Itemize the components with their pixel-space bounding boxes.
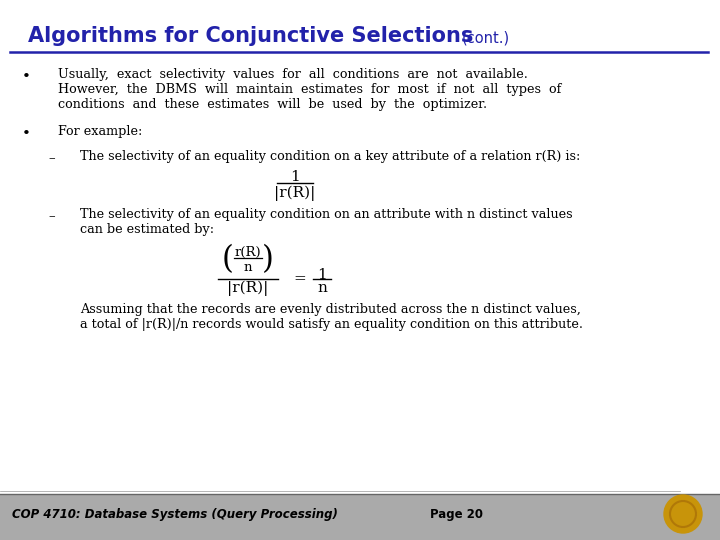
- Text: (cont.): (cont.): [462, 30, 510, 45]
- Text: Usually,  exact  selectivity  values  for  all  conditions  are  not  available.: Usually, exact selectivity values for al…: [58, 68, 528, 81]
- Circle shape: [664, 495, 702, 533]
- Text: However,  the  DBMS  will  maintain  estimates  for  most  if  not  all  types  : However, the DBMS will maintain estimate…: [58, 83, 562, 96]
- Text: =: =: [294, 272, 307, 286]
- Text: ): ): [262, 245, 274, 275]
- Text: –: –: [48, 210, 55, 223]
- Text: n: n: [244, 261, 252, 274]
- Text: 1: 1: [290, 170, 300, 184]
- Text: For example:: For example:: [58, 125, 143, 138]
- Bar: [0, 494, 720, 540]
- Text: conditions  and  these  estimates  will  be  used  by  the  optimizer.: conditions and these estimates will be u…: [58, 98, 487, 111]
- Text: can be estimated by:: can be estimated by:: [80, 223, 214, 236]
- Text: Algorithms for Conjunctive Selections: Algorithms for Conjunctive Selections: [28, 26, 473, 46]
- Text: |r(R)|: |r(R)|: [228, 281, 269, 296]
- Text: –: –: [48, 152, 55, 165]
- Text: |r(R)|: |r(R)|: [274, 186, 315, 201]
- Text: Assuming that the records are evenly distributed across the n distinct values,: Assuming that the records are evenly dis…: [80, 303, 581, 316]
- Text: r(R): r(R): [235, 246, 261, 259]
- Text: The selectivity of an equality condition on an attribute with n distinct values: The selectivity of an equality condition…: [80, 208, 572, 221]
- Text: 1: 1: [317, 268, 327, 282]
- Text: The selectivity of an equality condition on a key attribute of a relation r(R) i: The selectivity of an equality condition…: [80, 150, 580, 163]
- Text: •: •: [22, 70, 31, 84]
- Text: n: n: [317, 281, 327, 295]
- Text: COP 4710: Database Systems (Query Processing): COP 4710: Database Systems (Query Proces…: [12, 508, 338, 521]
- Text: Page 20: Page 20: [430, 508, 483, 521]
- Text: (: (: [222, 245, 234, 275]
- Text: •: •: [22, 127, 31, 141]
- Text: a total of |r(R)|/n records would satisfy an equality condition on this attribut: a total of |r(R)|/n records would satisf…: [80, 318, 583, 331]
